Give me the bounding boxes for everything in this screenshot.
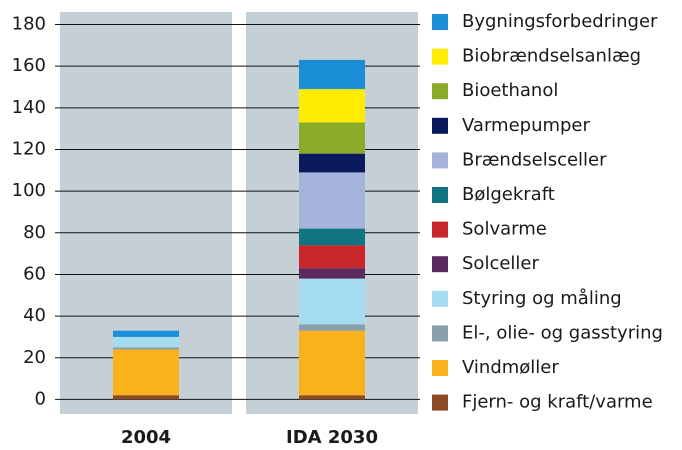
y-tick-label: 120 [12,138,46,159]
bar-segment [299,268,365,279]
legend-swatch [432,360,448,376]
legend-label: Varmepumper [462,115,591,136]
x-tick-label: 2004 [121,427,171,448]
legend-label: Fjern- og kraft/varme [462,392,653,413]
legend-swatch [432,152,448,169]
legend-swatch [432,256,448,273]
bar-segment [299,278,365,325]
legend-swatch [432,83,448,100]
legend-label: Vindmøller [462,357,559,378]
legend-swatch [432,325,448,342]
bar-segment [299,59,365,90]
legend-swatch [432,290,448,307]
bar-segment [299,153,365,173]
legend-label: Solceller [462,253,539,274]
bar-segment [113,349,179,396]
legend-label: El-, olie- og gasstyring [462,322,663,343]
legend-swatch [432,14,448,30]
legend-label: Styring og måling [462,288,622,309]
y-tick-label: 140 [12,97,46,118]
bar-segment [113,395,179,400]
legend-swatch [432,394,448,411]
legend-label: Bygningsforbedringer [462,11,658,32]
bar-segment [113,330,179,337]
bar-segment [299,245,365,269]
bar-segment [299,228,365,246]
y-tick-label: 40 [23,305,46,326]
y-tick-label: 80 [23,222,46,243]
legend-label: Brændselsceller [462,149,607,170]
legend-swatch [432,48,448,65]
x-tick-label: IDA 2030 [286,427,378,448]
legend-swatch [432,187,448,203]
y-tick-label: 100 [12,180,46,201]
bar-segment [299,324,365,331]
bar-segment [113,336,179,348]
bar-segment [299,122,365,154]
y-tick-label: 180 [12,13,46,34]
bar-segment [299,89,365,123]
bar-segment [299,330,365,396]
y-tick-label: 160 [12,55,46,76]
legend-swatch [432,221,448,238]
legend-label: Bølgekraft [462,184,555,205]
legend-label: Bioethanol [462,80,558,101]
legend-label: Solvarme [462,219,547,240]
bar-segment [299,172,365,229]
bar-segment [113,347,179,350]
y-tick-label: 0 [35,388,46,409]
legend-swatch [432,117,448,134]
bar-segment [299,395,365,400]
legend-label: Biobrændselsanlæg [462,46,641,67]
y-tick-label: 60 [23,263,46,284]
y-tick-label: 20 [23,347,46,368]
